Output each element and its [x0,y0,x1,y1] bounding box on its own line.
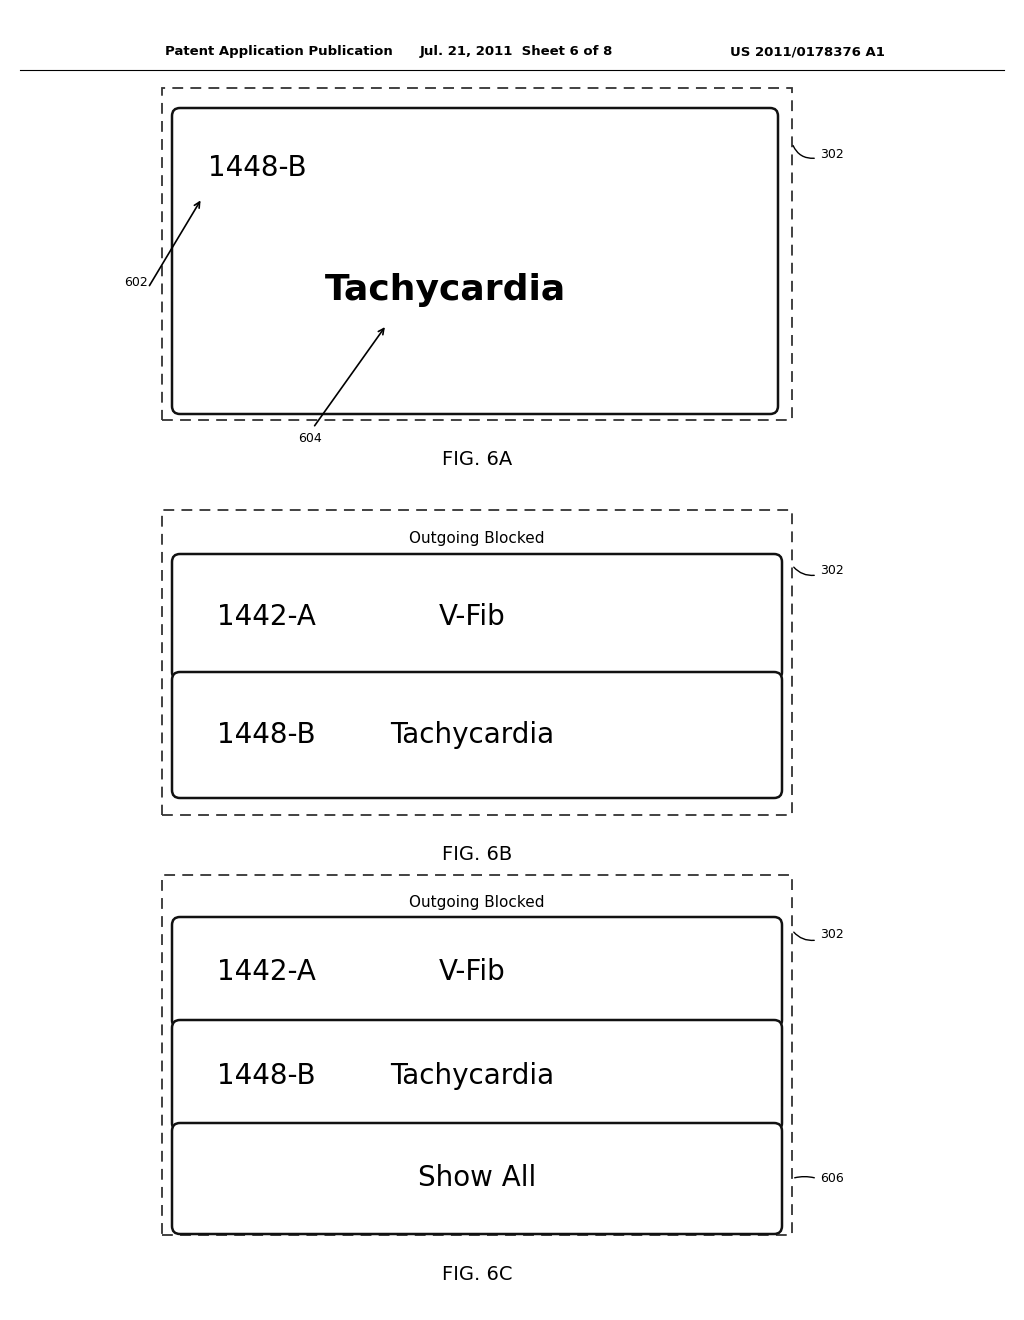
Text: Tachycardia: Tachycardia [390,1061,554,1089]
Text: 1442-A: 1442-A [217,958,315,986]
Text: Outgoing Blocked: Outgoing Blocked [410,895,545,911]
FancyBboxPatch shape [172,672,782,799]
Text: 604: 604 [298,432,322,445]
FancyBboxPatch shape [172,917,782,1028]
Text: Tachycardia: Tachycardia [390,721,554,748]
FancyBboxPatch shape [162,875,792,1236]
Text: Outgoing Blocked: Outgoing Blocked [410,531,545,545]
Text: V-Fib: V-Fib [438,603,506,631]
Text: 1448-B: 1448-B [217,1061,315,1089]
Text: 606: 606 [820,1172,844,1185]
Text: Tachycardia: Tachycardia [325,273,566,308]
Text: 302: 302 [820,149,844,161]
FancyBboxPatch shape [172,1020,782,1131]
Text: 1442-A: 1442-A [217,603,315,631]
Text: 1448-B: 1448-B [208,154,306,182]
FancyBboxPatch shape [172,554,782,680]
Text: FIG. 6A: FIG. 6A [442,450,512,469]
Text: Show All: Show All [418,1164,537,1192]
FancyBboxPatch shape [172,1123,782,1234]
FancyBboxPatch shape [162,88,792,420]
Text: Jul. 21, 2011  Sheet 6 of 8: Jul. 21, 2011 Sheet 6 of 8 [420,45,613,58]
Text: Outgoing Blocked: Outgoing Blocked [410,108,545,124]
Text: 302: 302 [820,928,844,941]
Text: 1448-B: 1448-B [217,721,315,748]
FancyBboxPatch shape [162,510,792,814]
Text: FIG. 6B: FIG. 6B [442,845,512,865]
Text: 302: 302 [820,564,844,577]
Text: US 2011/0178376 A1: US 2011/0178376 A1 [730,45,885,58]
FancyBboxPatch shape [172,108,778,414]
Text: V-Fib: V-Fib [438,958,506,986]
Text: Patent Application Publication: Patent Application Publication [165,45,393,58]
Text: 602: 602 [124,276,148,289]
Text: FIG. 6C: FIG. 6C [441,1265,512,1284]
